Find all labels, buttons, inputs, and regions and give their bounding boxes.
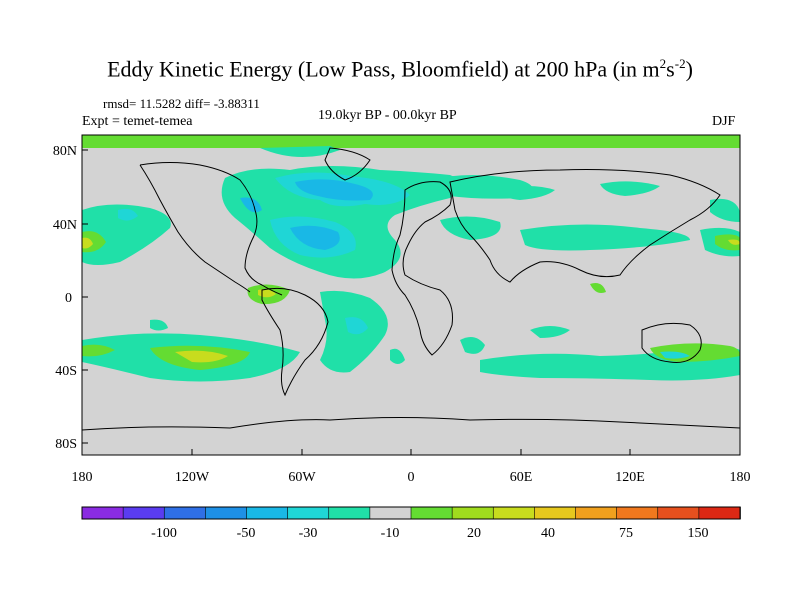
colorbar-frame [81,506,741,520]
east-pacific-green [715,234,740,251]
colorbar-label: -50 [237,526,256,541]
experiment-label: Expt = temet-temea [82,114,193,129]
north-pacific-cyan [82,204,171,265]
colorbar-swatch [205,506,248,520]
season-label: DJF [712,114,736,129]
colorbar-swatch [328,506,371,520]
colorbar-label: 150 [688,526,709,541]
asia-cyan-band [520,224,690,251]
north-pacific-east-cyan [710,198,740,222]
x-tick-label: 120W [175,470,210,485]
indian-ocean-patch [460,336,485,354]
colorbar-label: -100 [151,526,177,541]
siberia-cyan [600,181,660,196]
colorbar-swatch [492,506,536,520]
colorbar-swatch [287,506,330,520]
australia-aqua [660,351,690,359]
mediterranean-cyan [440,216,501,240]
colorbar [81,506,741,520]
y-tick-label: 40N [53,218,77,233]
x-tick-label: 120E [615,470,645,485]
coastlines [82,147,740,431]
colorbar-label: 40 [541,526,555,541]
colorbar-label: 20 [467,526,481,541]
south-atlantic-patch [390,348,405,364]
colorbar-swatch [698,506,741,520]
pacific-yellow [82,237,93,249]
anomaly-field [82,135,740,431]
colorbar-swatch [410,506,453,520]
colorbar-swatch [369,506,412,520]
y-tick-label: 80N [53,144,77,159]
period-label: 19.0kyr BP - 00.0kyr BP [318,108,457,123]
south-pacific-green-west [82,344,115,357]
north-atlantic-sky [295,179,373,201]
y-tick-label: 0 [65,291,72,306]
colorbar-label: 75 [619,526,633,541]
east-pacific-yellow [728,239,740,245]
colorbar-swatch [451,506,495,520]
south-pacific-patch [150,319,168,331]
colorbar-swatch [575,506,618,520]
stats-text: rmsd= 11.5282 diff= -3.88311 [103,96,260,111]
indian-ocean-cyan [530,326,570,338]
x-tick-label: 180 [730,470,751,485]
colorbar-swatch [657,506,700,520]
pacific-aqua [118,208,138,221]
colorbar-swatch [81,506,124,520]
x-tick-label: 60E [510,470,533,485]
x-tick-label: 0 [408,470,415,485]
colorbar-label: -30 [299,526,318,541]
x-tick-label: 180 [72,470,93,485]
arctic-green-band [82,135,740,148]
south-pacific-yellow [175,350,228,363]
colorbar-swatch [246,506,289,520]
colorbar-swatch [534,506,577,520]
us-sky-patch [240,197,262,213]
colorbar-label: -10 [381,526,400,541]
y-tick-label: 40S [55,364,77,379]
indonesia-green [590,283,606,293]
arctic-cyan-patch [260,146,340,158]
mid-atlantic-sky [290,225,340,250]
chart-title: Eddy Kinetic Energy (Low Pass, Bloomfiel… [107,56,693,82]
north-eurasia-cyan [495,186,555,200]
y-tick-label: 80S [55,437,77,452]
south-atlantic-aqua [345,317,368,335]
colorbar-swatch [163,506,207,520]
colorbar-swatch [616,506,659,520]
colorbar-swatch [122,506,166,520]
x-tick-label: 60W [288,470,316,485]
